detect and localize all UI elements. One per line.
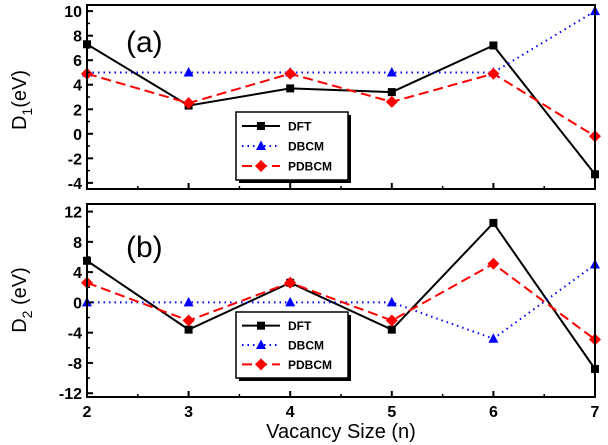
y-axis-title-main: D — [9, 318, 31, 332]
y-axis-title: D2 (eV) — [9, 267, 35, 333]
series-line-dft — [86, 221, 596, 370]
y-tick-label: 8 — [73, 235, 82, 252]
y-tick-label: -4 — [68, 326, 82, 343]
x-tick-label: 6 — [489, 404, 498, 421]
data-point-dft — [184, 325, 193, 334]
data-point-dbcm — [183, 66, 194, 77]
panel-label: (b) — [126, 231, 163, 264]
legend-label-pdbcm: PDBCM — [288, 160, 332, 174]
data-point-pdbcm — [182, 97, 195, 110]
y-tick-label: 4 — [73, 265, 82, 282]
legend-box — [235, 311, 349, 379]
legend-marker-pdbcm — [255, 358, 267, 371]
y-tick-label: 6 — [73, 53, 82, 70]
x-tick-label: 5 — [387, 404, 396, 421]
legend-marker-dbcm — [256, 339, 266, 349]
legend-label-dbcm: DBCM — [288, 140, 324, 154]
legend: DFT DBCM PDBCM — [235, 311, 351, 381]
series-line-pdbcm — [86, 72, 596, 138]
x-tick-label: 4 — [286, 404, 295, 421]
x-tick-label: 2 — [83, 404, 92, 421]
legend: DFT DBCM PDBCM — [235, 111, 351, 183]
y-axis-title-subscript: 1 — [19, 108, 35, 116]
data-point-dft — [489, 218, 498, 227]
data-point-pdbcm — [284, 276, 297, 289]
x-tick-label: 3 — [184, 404, 193, 421]
panel-label: (a) — [126, 26, 163, 59]
y-tick-label: 4 — [73, 78, 82, 95]
y-tick-label: -4 — [68, 176, 82, 193]
data-point-dft — [387, 88, 396, 97]
y-tick-label: 0 — [73, 295, 82, 312]
series-line-dft — [86, 43, 596, 175]
data-point-dft — [286, 84, 295, 93]
x-tick-label: 7 — [591, 404, 600, 421]
data-point-dft — [489, 41, 498, 50]
data-point-dft — [387, 325, 396, 334]
y-tick-label: 8 — [73, 29, 82, 46]
legend-marker-pdbcm — [255, 160, 267, 172]
legend-label-dft: DFT — [288, 319, 312, 333]
y-axis-title: D1(eV) — [9, 70, 35, 130]
data-point-pdbcm — [487, 67, 500, 80]
data-point-pdbcm — [182, 314, 195, 327]
y-axis-title-unit: (eV) — [9, 70, 31, 108]
legend-marker-dft — [257, 122, 265, 130]
y-tick-label: 0 — [73, 127, 82, 144]
legend-label-dft: DFT — [288, 120, 312, 134]
y-tick-label: 12 — [64, 205, 82, 222]
data-point-dbcm — [183, 296, 194, 307]
data-point-dbcm — [285, 296, 296, 307]
data-point-dbcm — [488, 333, 499, 343]
y-tick-label: -12 — [59, 386, 82, 403]
y-axis-title-subscript: 2 — [19, 310, 35, 318]
y-tick-label: -2 — [68, 151, 82, 168]
y-axis-title-main: D — [9, 116, 31, 130]
x-axis-title: Vacancy Size (n) — [266, 421, 416, 443]
legend-box — [235, 111, 349, 181]
series-line-pdbcm — [86, 262, 596, 341]
y-tick-label: 10 — [64, 4, 82, 21]
legend-marker-dbcm — [256, 140, 266, 150]
legend-marker-dft — [257, 321, 265, 330]
legend-label-dbcm: DBCM — [288, 339, 324, 353]
data-point-dbcm — [386, 296, 397, 307]
y-tick-label: -8 — [68, 356, 82, 373]
series-line-dbcm — [87, 10, 596, 74]
y-axis-title-unit: (eV) — [9, 267, 31, 310]
data-point-pdbcm — [385, 95, 398, 108]
data-point-pdbcm — [385, 314, 398, 327]
chart-panel-a: -4 -2 0 2 4 6 8 10 D1(eV) (a) DFT DBCM PDBCM — [9, 4, 601, 193]
data-point-pdbcm — [284, 67, 297, 80]
legend-label-pdbcm: PDBCM — [288, 358, 332, 372]
data-point-pdbcm — [487, 257, 500, 270]
y-tick-label: 2 — [73, 102, 82, 119]
data-point-dbcm — [386, 66, 397, 77]
